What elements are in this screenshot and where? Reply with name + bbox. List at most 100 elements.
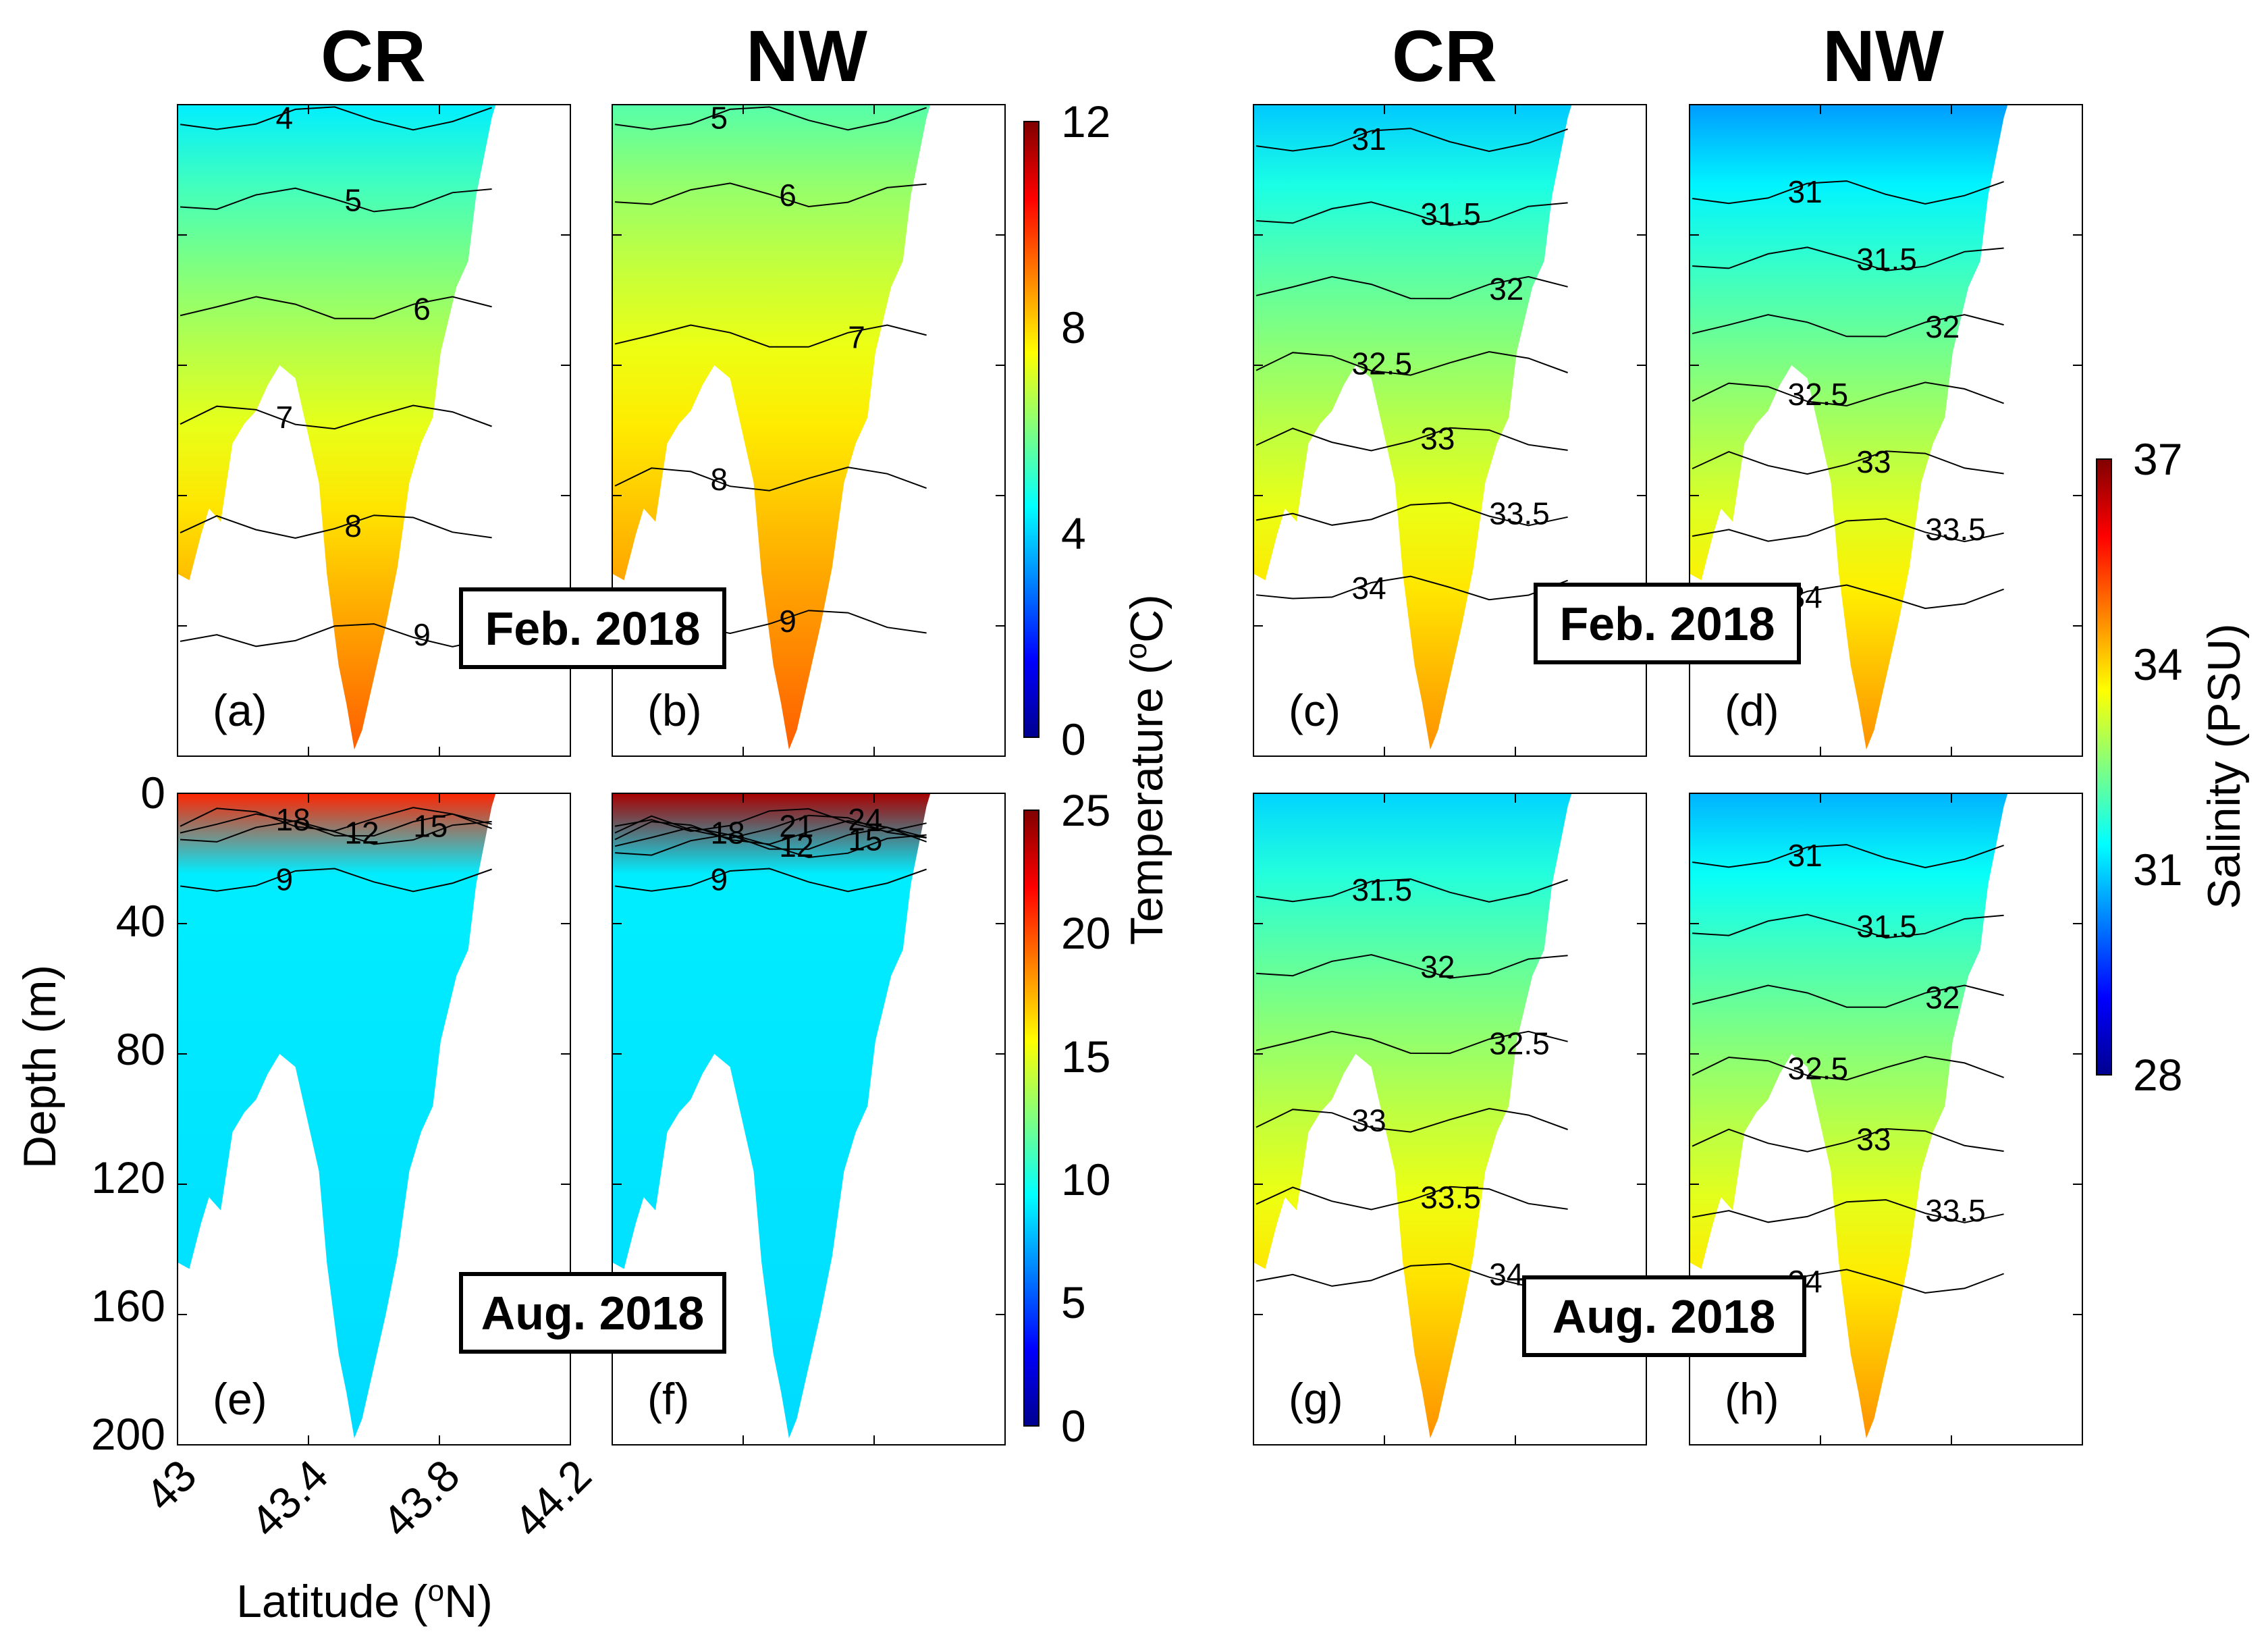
section-field: [1253, 793, 1572, 1439]
panel-letter: (g): [1289, 1374, 1343, 1424]
contour-label: 33: [1856, 444, 1891, 479]
x-tick-label: 43.4: [241, 1450, 338, 1547]
x-tick-label: 44.2: [504, 1450, 601, 1547]
datebox-aug-temp: [459, 1272, 726, 1354]
colorbar-temp-label: Temperature (oC): [1120, 594, 1173, 945]
cbar-tick: 28: [2133, 1050, 2182, 1100]
contour-line: [1256, 128, 1568, 153]
contour-label: 33: [1856, 1122, 1891, 1157]
panel-letter: (f): [647, 1374, 689, 1424]
cbar-tick: 0: [1061, 1401, 1086, 1451]
contour-label: 34: [1489, 1257, 1523, 1292]
section-field: [1253, 105, 1572, 750]
panel-frame: [1689, 793, 2083, 1446]
section-field: [1690, 793, 2008, 1439]
contour-label: 5: [344, 183, 362, 218]
contour-label: 6: [779, 178, 796, 213]
contour-line: [614, 807, 927, 832]
column-title-cr-sal: CR: [1392, 15, 1497, 97]
contour-line: [1256, 502, 1568, 527]
cbar-tick: 37: [2133, 434, 2182, 484]
panel-letter: (e): [213, 1374, 267, 1424]
contour-line: [180, 106, 492, 131]
contour-line: [1692, 518, 2004, 543]
datebox-feb-temp: [459, 587, 726, 669]
contour-line: [614, 833, 927, 859]
contour-line: [180, 820, 492, 845]
contour-label: 9: [413, 617, 431, 652]
contour-line: [1692, 314, 2004, 338]
contour-line: [614, 182, 927, 208]
cbar-tick: 0: [1061, 714, 1086, 764]
cbar-tick: 34: [2133, 639, 2182, 689]
contour-label: 12: [779, 828, 813, 864]
y-tick-label: 0: [140, 768, 165, 818]
contour-label: 31: [1788, 838, 1823, 873]
contour-label: 8: [711, 462, 728, 497]
contour-label: 32.5: [1788, 1051, 1849, 1086]
x-axis-label: Latitude (oN): [236, 1574, 493, 1628]
colorbar-salinity-label: Salinity (PSU): [2198, 623, 2250, 909]
contour-line: [614, 814, 927, 839]
contour-label: 8: [344, 508, 362, 543]
contour-line: [614, 106, 927, 131]
panel-frame: [1253, 104, 1647, 757]
cbar-tick: 25: [1061, 785, 1110, 835]
contour-line: [180, 404, 492, 430]
contour-line: [1692, 913, 2004, 939]
contour-line: [1256, 275, 1568, 300]
contour-line: [614, 820, 927, 845]
datebox-feb-temp-text: Feb. 2018: [485, 602, 700, 655]
contour-line: [1256, 954, 1568, 979]
panel-frame: [612, 793, 1006, 1446]
contour-line: [614, 868, 927, 893]
contour-line: [180, 514, 492, 539]
section-field: [612, 793, 931, 1439]
contour-line: [1692, 1199, 2004, 1223]
contour-line: [1692, 246, 2004, 271]
contour-line: [180, 813, 492, 837]
cbar-tick: 31: [2133, 845, 2182, 895]
contour-label: 32: [1420, 949, 1455, 984]
panel-letter: (h): [1725, 1374, 1779, 1424]
contour-label: 31.5: [1856, 242, 1917, 277]
contour-line: [1692, 844, 2004, 869]
panel-c: 31 31.5 32 32.5 33 33.5 34 (c): [1253, 104, 1647, 757]
contour-label: 9: [276, 861, 294, 897]
contour-label: 5: [711, 100, 728, 135]
contour-line: [180, 187, 492, 213]
contour-line: [1256, 350, 1568, 376]
y-tick-label: 200: [91, 1409, 165, 1459]
x-tick-label: 43.8: [373, 1450, 469, 1547]
contour-line: [1256, 1107, 1568, 1133]
contour-line: [614, 324, 927, 348]
contour-label: 31: [1352, 122, 1386, 157]
contour-label: 6: [413, 291, 431, 326]
contour-line: [180, 868, 492, 893]
contour-label: 33.5: [1925, 1193, 1986, 1228]
contour-line: [1256, 1263, 1568, 1288]
contour-label: 33.5: [1420, 1180, 1481, 1215]
y-tick-label: 120: [91, 1152, 165, 1202]
panel-g: 31.5 32 32.5 33 33.5 34 (g): [1253, 793, 1647, 1446]
y-tick-label: 160: [91, 1281, 165, 1331]
datebox-feb-sal-text: Feb. 2018: [1559, 598, 1775, 650]
panel-letter: (c): [1289, 685, 1341, 735]
contour-label: 32.5: [1352, 346, 1413, 381]
contour-line: [1256, 878, 1568, 903]
contour-label: 33: [1420, 421, 1455, 456]
contour-line: [1692, 1128, 2004, 1152]
cbar-tick: 4: [1061, 508, 1086, 558]
contour-label: 15: [413, 809, 448, 844]
column-title-cr-temp: CR: [321, 15, 426, 97]
contour-label: 32.5: [1489, 1026, 1550, 1061]
contour-label: 33.5: [1925, 512, 1986, 547]
contour-line: [1256, 427, 1568, 452]
section-field: [178, 793, 496, 1439]
cbar-tick: 8: [1061, 302, 1086, 352]
contour-label: 32: [1489, 271, 1523, 307]
contour-label: 18: [276, 802, 310, 837]
